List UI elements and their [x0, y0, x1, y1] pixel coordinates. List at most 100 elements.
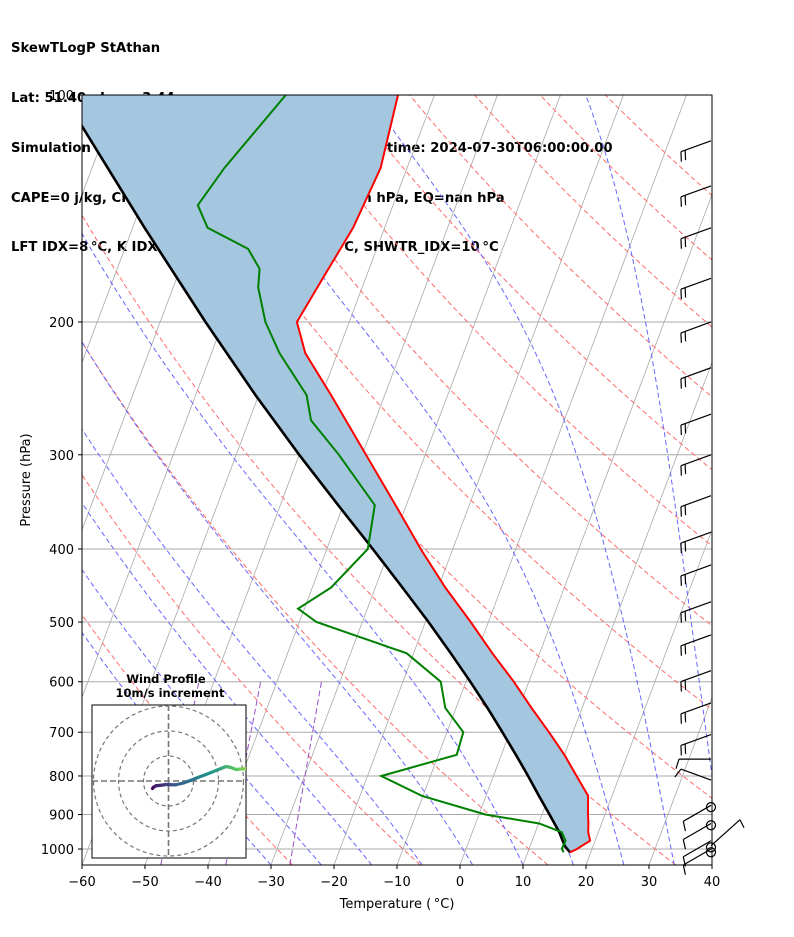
wind-barb	[680, 140, 712, 162]
wind-barb	[680, 634, 712, 656]
wind-barb-staff	[680, 634, 712, 647]
wind-barb	[680, 531, 712, 554]
isotherm-gridline	[648, 696, 712, 865]
moist-adiabat	[366, 95, 675, 865]
wind-barb-staff	[680, 367, 712, 380]
isotherm-gridline	[585, 528, 712, 865]
wind-barb	[680, 601, 712, 623]
wind-barb-staff	[680, 227, 712, 240]
y-tick-label: 300	[49, 449, 74, 464]
moist-adiabat	[82, 568, 322, 865]
isotherm-gridline	[459, 193, 712, 865]
hodograph-segment	[260, 770, 263, 771]
y-tick-label: 200	[49, 316, 74, 331]
y-tick-label: 900	[49, 809, 74, 824]
moist-adiabat	[82, 341, 474, 865]
wind-barb	[680, 733, 712, 756]
wind-barb	[680, 564, 712, 586]
y-tick-label: 800	[49, 770, 74, 785]
wind-barb-staff	[680, 413, 712, 426]
x-tick-label: 20	[578, 875, 595, 890]
wind-barb	[682, 840, 712, 867]
temperature-profile-line	[295, 95, 592, 854]
x-tick-label: −40	[194, 875, 221, 890]
title-line: SkewTLogP StAthan	[11, 41, 161, 57]
hodograph-segment	[244, 767, 246, 771]
x-tick-label: 30	[641, 875, 658, 890]
wind-barb	[680, 670, 712, 692]
moist-adiabat	[82, 428, 423, 865]
wind-barb-feather	[739, 819, 745, 828]
dry-adiabat	[278, 95, 712, 547]
moist-adiabat	[194, 95, 625, 865]
y-tick-label: 600	[49, 676, 74, 691]
dry-adiabat	[82, 341, 549, 865]
x-tick-label: 40	[704, 875, 721, 890]
wind-barb-staff	[680, 564, 712, 577]
y-axis-label: Pressure (hPa)	[19, 433, 34, 526]
mixing-ratio-line	[289, 681, 322, 865]
wind-barb	[680, 277, 712, 300]
wind-barb	[680, 454, 712, 476]
wind-barb-staff	[680, 140, 712, 153]
wind-barb	[680, 321, 712, 343]
wind-barb-staff	[680, 768, 712, 781]
wind-barb	[680, 413, 712, 436]
wind-barb	[680, 367, 712, 389]
wind-barb-feather	[682, 839, 687, 850]
x-tick-label: −60	[68, 875, 95, 890]
cin-shade	[82, 95, 590, 851]
hodograph-segment	[251, 769, 256, 770]
x-tick-label: −30	[257, 875, 284, 890]
y-tick-label: 400	[49, 543, 74, 558]
x-tick-label: 0	[456, 875, 464, 890]
inset-title: Wind Profile	[126, 672, 206, 686]
wind-barb-staff	[680, 702, 712, 715]
isotherm-gridline	[711, 863, 712, 865]
calm-wind-marker	[705, 802, 717, 813]
x-tick-label: 10	[515, 875, 532, 890]
dry-adiabat	[539, 95, 712, 261]
isotherm-gridline	[396, 95, 687, 865]
wind-barb-staff	[680, 321, 712, 334]
wind-barb-feather	[682, 856, 687, 867]
y-tick-label: 1000	[41, 843, 74, 858]
y-tick-label: 700	[49, 726, 74, 741]
hodograph-segment	[256, 770, 260, 771]
wind-barb-staff	[680, 531, 712, 544]
wind-barb	[675, 758, 711, 769]
wind-barb-staff	[680, 601, 712, 614]
wind-barb-staff	[682, 840, 712, 858]
x-tick-label: −50	[131, 875, 158, 890]
wind-barb-feather	[675, 758, 680, 769]
x-tick-label: −20	[320, 875, 347, 890]
inset-subtitle: 10m/s increment	[116, 686, 225, 700]
isotherm-gridline	[333, 95, 624, 865]
dewpoint-profile-line	[196, 95, 567, 853]
wind-barb-staff	[680, 670, 712, 683]
wind-barb	[674, 768, 712, 781]
wind-barb	[680, 495, 712, 517]
wind-barb	[680, 185, 712, 207]
x-axis-label: Temperature ( °C)	[339, 897, 455, 912]
y-tick-label: 500	[49, 616, 74, 631]
dry-adiabat	[343, 95, 712, 471]
wind-barb-feather	[682, 821, 687, 832]
moist-adiabat	[82, 631, 272, 865]
wind-barb-staff	[680, 454, 712, 467]
y-tick-label: 100	[49, 89, 74, 104]
wind-barb-staff	[680, 185, 712, 198]
isotherm-gridline	[522, 361, 712, 865]
parcel-profile-line	[82, 123, 571, 854]
wind-barb	[680, 702, 712, 724]
isotherm-gridline	[82, 95, 183, 364]
moist-adiabat	[585, 95, 712, 780]
inset-content	[92, 705, 263, 858]
wind-barb-feather	[682, 864, 687, 875]
dry-adiabat	[474, 95, 712, 328]
wind-barb	[680, 227, 712, 249]
x-tick-label: −10	[383, 875, 410, 890]
calm-wind-marker	[705, 842, 717, 853]
moist-adiabat	[82, 502, 373, 865]
